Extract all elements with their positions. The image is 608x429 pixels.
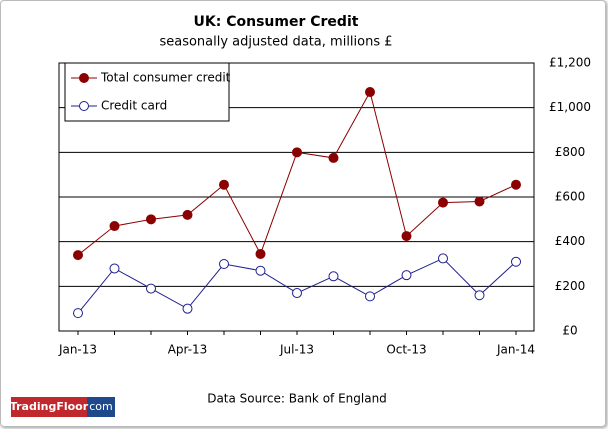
data-point [328, 271, 339, 282]
logo-brand: TradingFloor [10, 400, 89, 413]
data-point [292, 288, 302, 299]
data-point [109, 221, 120, 232]
data-point [73, 308, 83, 319]
data-point [474, 196, 485, 207]
data-point [438, 253, 448, 264]
data-point [438, 197, 448, 208]
logo-brand-box [11, 397, 87, 417]
data-point [146, 283, 156, 294]
data-point [292, 147, 302, 158]
data-point [219, 179, 229, 190]
data-point [401, 231, 412, 242]
data-point [511, 256, 521, 267]
data-point [219, 259, 229, 269]
data-point [328, 152, 339, 163]
data-point [255, 265, 266, 276]
legend-box [64, 62, 230, 122]
data-point [365, 87, 375, 98]
data-point [474, 290, 485, 301]
source-note: Data Source: Bank of England [207, 392, 387, 406]
x-tick-label: Jan-13 [58, 343, 97, 357]
x-tick-label: Jan-14 [496, 343, 535, 357]
y-tick-label: £200 [555, 279, 586, 293]
legend-label: Total consumer credit [100, 71, 231, 85]
legend-marker [79, 101, 89, 111]
y-tick-label: £0 [562, 324, 577, 338]
data-point [73, 250, 83, 261]
chart-subtitle: seasonally adjusted data, millions £ [159, 35, 392, 50]
data-point [146, 214, 156, 225]
legend-label: Credit card [101, 99, 167, 113]
y-tick-label: £1,000 [549, 100, 591, 114]
y-tick-label: £800 [555, 145, 586, 159]
data-point [401, 270, 412, 281]
data-point [109, 263, 120, 274]
x-tick-label: Apr-13 [168, 343, 208, 357]
logo-suffix: com [89, 400, 113, 413]
y-tick-label: £1,200 [549, 56, 591, 70]
data-point [182, 303, 193, 314]
y-tick-label: £600 [555, 190, 586, 204]
legend-marker [79, 73, 89, 83]
data-point [182, 209, 193, 220]
data-point [255, 248, 266, 259]
y-tick-label: £400 [555, 234, 586, 248]
data-point [511, 179, 521, 190]
data-point [365, 291, 375, 302]
chart-title: UK: Consumer Credit [194, 14, 359, 30]
x-tick-label: Oct-13 [386, 343, 426, 357]
x-tick-label: Jul-13 [279, 343, 314, 357]
logo-suffix-box [87, 397, 115, 417]
